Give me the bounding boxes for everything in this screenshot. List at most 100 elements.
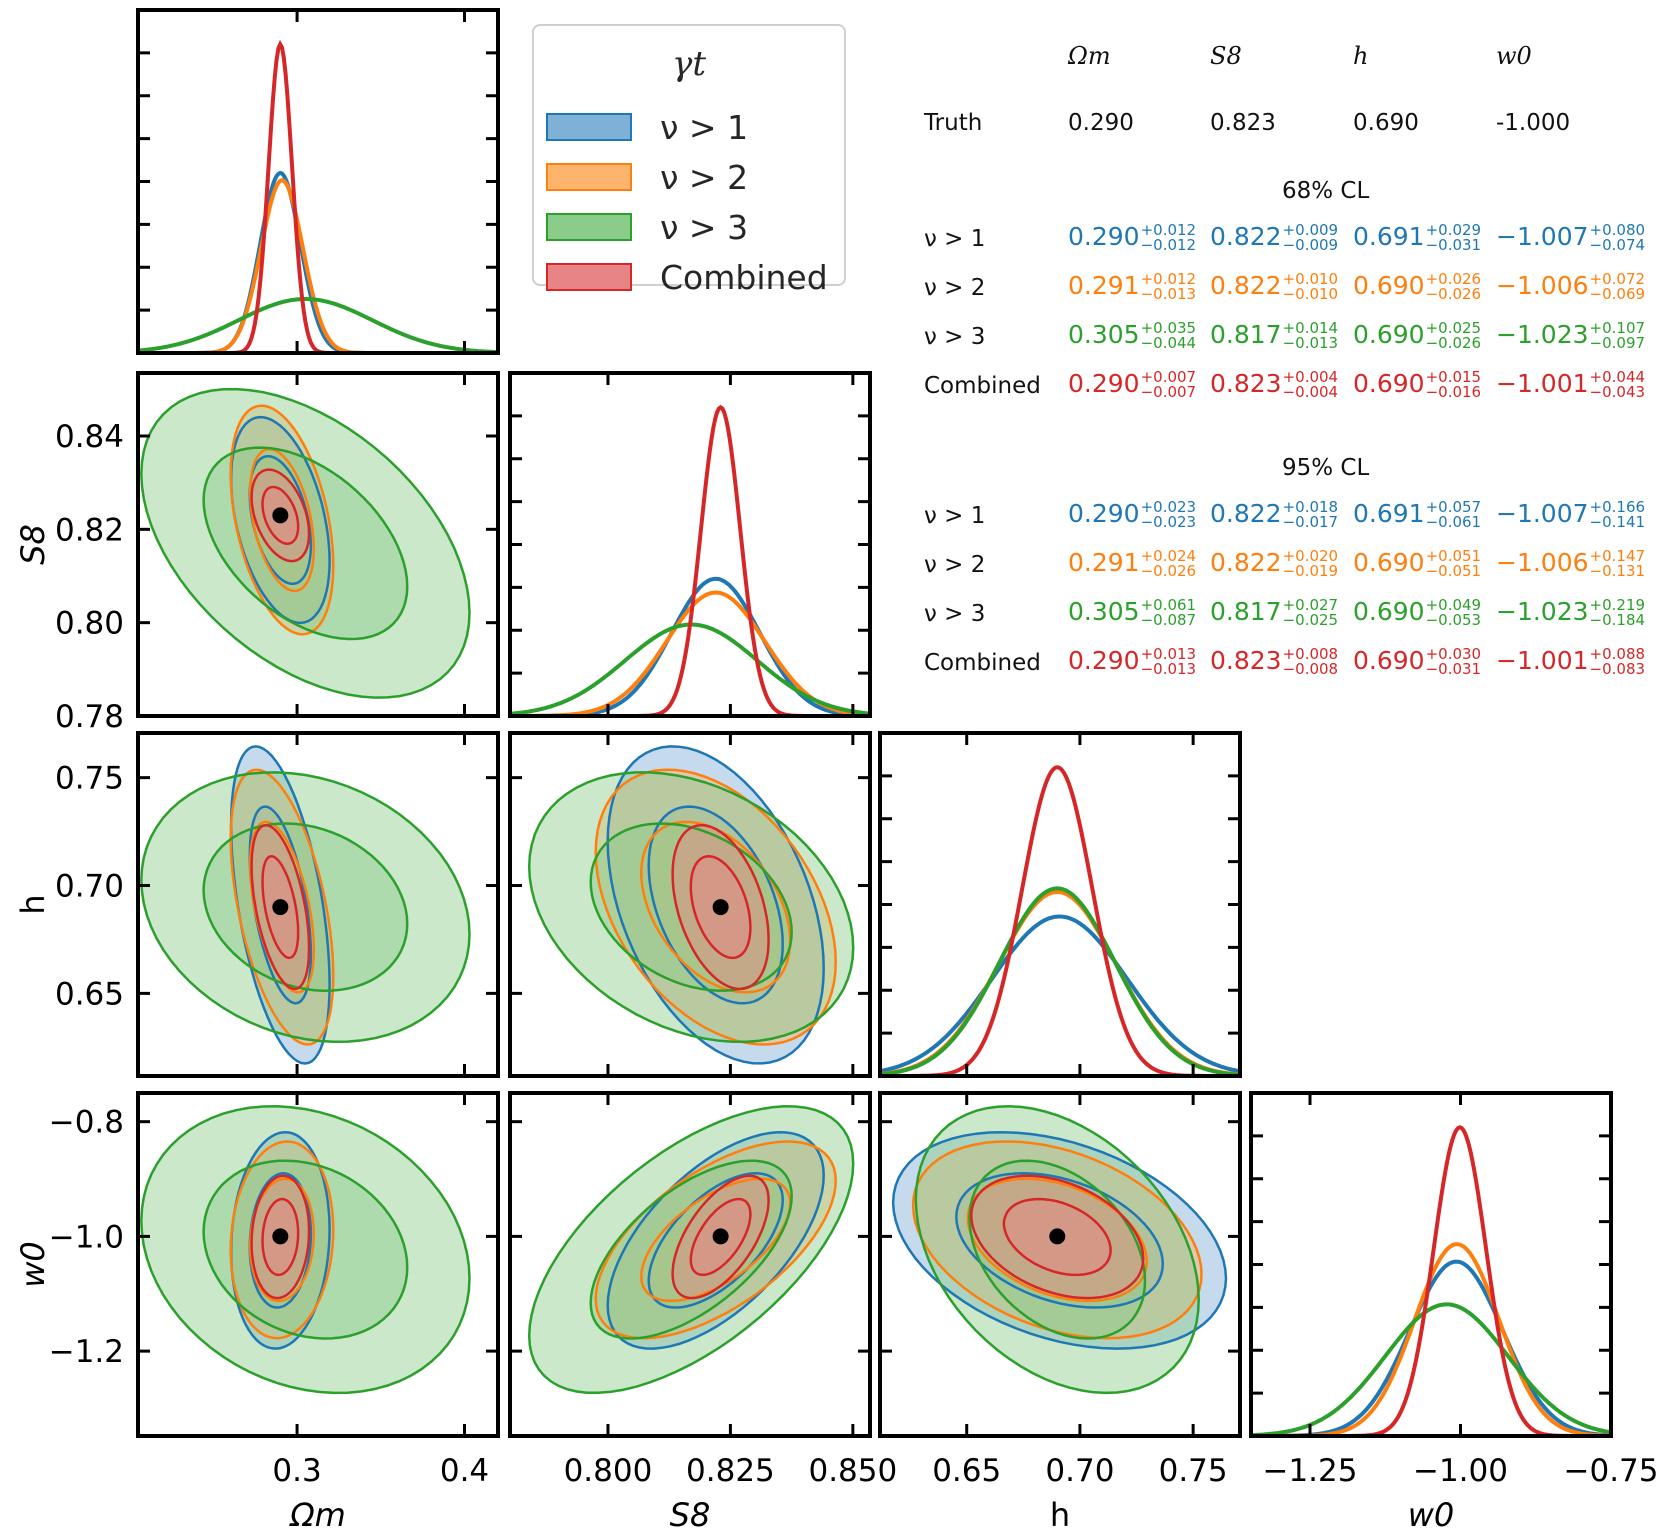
contour-line-Combined	[250, 1174, 311, 1300]
legend-swatch	[546, 263, 632, 291]
panel-S8-h	[527, 745, 855, 1065]
contour-line-ν2	[248, 447, 316, 593]
contour-line-Combined	[970, 1174, 1145, 1300]
contour-line-ν3	[968, 1159, 1147, 1340]
contour-line-Combined	[250, 468, 311, 563]
contour-line-ν1	[955, 1172, 1165, 1309]
contour-line-ν3	[527, 771, 855, 1043]
y-tick-label: 0.65	[55, 976, 124, 1012]
contour-line-ν2	[966, 1177, 1149, 1303]
legend-item: ν > 1	[546, 104, 748, 150]
panel-frame	[878, 731, 1242, 1078]
contour-fill-ν3	[203, 447, 408, 639]
y-tick-label: −1.0	[49, 1219, 124, 1255]
x-tick-label: 0.3	[272, 1453, 321, 1489]
x-axis-label: h	[1050, 1496, 1070, 1534]
legend-label: ν > 3	[660, 207, 749, 247]
marginal-Om-ν1	[138, 170, 498, 353]
panel-frame	[508, 371, 872, 718]
x-tick-label: −1.25	[1262, 1453, 1357, 1489]
panel-frame	[508, 1091, 872, 1438]
contour-fill-ν3	[915, 1106, 1199, 1393]
contour-line-ν3	[202, 446, 409, 641]
contour-line-ν3	[202, 822, 409, 992]
panel-frame	[878, 1091, 1242, 1438]
legend-item: ν > 3	[546, 204, 748, 250]
contour-line-Combined	[689, 855, 752, 960]
legend-swatch	[546, 213, 632, 241]
marginal-S8-Combined	[510, 404, 870, 716]
y-tick-label: 0.78	[55, 699, 124, 735]
y-axis-label: w0	[14, 1241, 52, 1288]
contour-line-ν3	[202, 1159, 409, 1340]
legend-label: ν > 1	[660, 107, 749, 147]
x-tick-label: 0.75	[1159, 1453, 1228, 1489]
contour-line-ν2	[640, 1177, 792, 1303]
marginal-w0-Combined	[1251, 1125, 1611, 1436]
truth-point	[272, 899, 289, 916]
panel-Om-w0	[140, 1105, 471, 1395]
marginal-h-ν3	[880, 886, 1240, 1076]
contour-fill-ν3	[141, 1106, 470, 1393]
truth-point	[272, 507, 289, 524]
contour-line-ν3	[140, 1105, 471, 1395]
contour-line-ν3	[527, 1105, 855, 1395]
x-tick-label: 0.850	[808, 1453, 897, 1489]
y-tick-label: 0.70	[55, 869, 124, 905]
contour-line-ν2	[911, 1140, 1203, 1340]
x-tick-label: 0.4	[440, 1453, 489, 1489]
contour-line-ν3	[140, 387, 471, 699]
panel-h-w0	[891, 1105, 1228, 1395]
panel-frame	[136, 731, 500, 1078]
x-axis-label: w0	[1408, 1496, 1455, 1534]
legend-swatch	[546, 113, 632, 141]
contour-line-ν3	[914, 1105, 1200, 1395]
contour-line-Combined	[261, 855, 300, 960]
contour-line-Combined	[261, 485, 300, 545]
x-axis-label: S8	[670, 1496, 711, 1534]
legend-label: ν > 2	[660, 157, 749, 197]
y-tick-label: 0.80	[55, 606, 124, 642]
legend-label: Combined	[660, 257, 828, 297]
panel-S8-S8	[510, 404, 870, 716]
legend-item: ν > 2	[546, 154, 748, 200]
marginal-h-ν1	[880, 914, 1240, 1074]
x-tick-label: 0.65	[932, 1453, 1001, 1489]
truth-point	[1049, 1228, 1066, 1245]
contour-line-Combined	[250, 823, 311, 991]
y-tick-label: −0.8	[49, 1105, 124, 1141]
x-tick-label: 0.800	[564, 1453, 653, 1489]
panel-w0-w0	[1251, 1125, 1611, 1436]
legend: γt ν > 1 ν > 2 ν > 3 Combined	[532, 24, 846, 297]
marginal-S8-ν1	[510, 576, 870, 716]
contour-line-Combined	[671, 823, 770, 991]
contour-line-ν2	[594, 1140, 837, 1340]
contour-line-Combined	[1002, 1197, 1112, 1277]
panel-frame	[136, 371, 500, 718]
x-axis-label: Ωm	[288, 1496, 346, 1534]
legend-item: Combined	[546, 254, 828, 300]
contour-line-ν3	[140, 771, 471, 1044]
marginal-Om-ν3	[138, 297, 498, 353]
x-tick-label: 0.825	[686, 1453, 775, 1489]
contour-line-Combined	[689, 1197, 752, 1277]
contour-fill-ν3	[203, 1160, 408, 1339]
contour-fill-ν3	[141, 389, 470, 698]
legend-swatch	[546, 163, 632, 191]
x-tick-label: −0.75	[1564, 1453, 1659, 1489]
y-tick-label: 0.82	[55, 512, 124, 548]
legend-title: γt	[672, 44, 706, 84]
contour-line-ν1	[647, 805, 784, 1005]
contour-line-ν2	[229, 1140, 335, 1340]
truth-point	[712, 1228, 729, 1245]
contour-line-Combined	[671, 1174, 770, 1300]
y-axis-label: S8	[14, 524, 52, 565]
contour-line-Combined	[261, 1197, 300, 1277]
contour-line-ν2	[594, 768, 837, 1046]
y-tick-label: −1.2	[49, 1334, 124, 1370]
contour-line-ν2	[248, 820, 316, 994]
contour-line-ν2	[229, 404, 335, 636]
x-tick-label: 0.70	[1045, 1453, 1114, 1489]
panel-Om-h	[140, 745, 471, 1065]
